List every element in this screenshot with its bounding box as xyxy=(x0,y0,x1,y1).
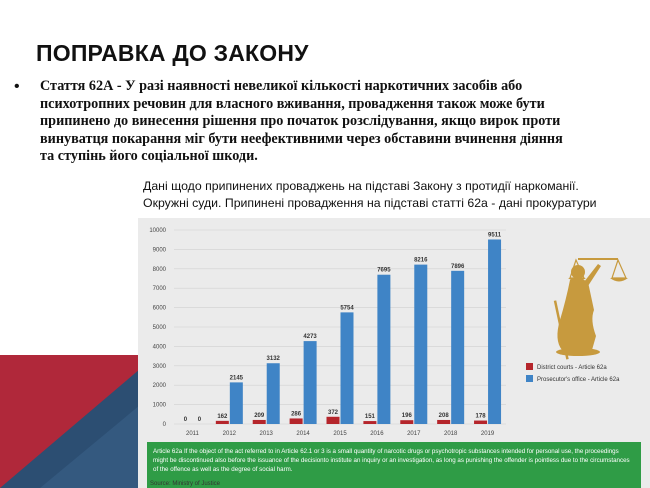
x-tick-label: 2017 xyxy=(407,431,421,437)
justice-scale-right-pan xyxy=(610,278,628,282)
bars-layer xyxy=(215,239,502,424)
legend-label: District courts - Article 62a xyxy=(537,365,607,371)
bar-chart: 0 1000 2000 3000 4000 5000 6000 7000 8000 9000 100… xyxy=(149,228,628,437)
data-label: 3132 xyxy=(267,356,281,362)
y-tick-label: 4000 xyxy=(153,344,167,350)
data-label: 372 xyxy=(328,410,339,416)
bar-district-courts xyxy=(400,420,414,424)
bullet-dot: • xyxy=(14,78,20,95)
data-label: 8216 xyxy=(414,258,428,264)
y-tick-label: 2000 xyxy=(153,383,167,389)
x-tick-label: 2011 xyxy=(186,431,200,437)
bar-prosecutors-office xyxy=(266,363,280,424)
data-label: 7896 xyxy=(451,264,465,270)
data-label: 178 xyxy=(476,414,487,420)
caption-line-2: Окружні суди. Припинені провадження на п… xyxy=(143,196,597,210)
blue-stripe-shape-2 xyxy=(40,405,140,488)
x-tick-label: 2015 xyxy=(333,431,347,437)
data-label: 0 xyxy=(198,417,202,423)
justice-body xyxy=(557,278,596,350)
data-label: 4273 xyxy=(303,334,317,340)
bar-district-courts xyxy=(252,419,266,424)
justice-head xyxy=(571,265,585,279)
bar-prosecutors-office xyxy=(340,312,354,424)
data-label: 9511 xyxy=(488,232,502,238)
caption-line-1: Дані щодо припинених проваджень на підст… xyxy=(143,179,579,193)
data-label: 2145 xyxy=(230,375,244,381)
x-tick-label: 2018 xyxy=(444,431,458,437)
x-tick-label: 2019 xyxy=(481,431,495,437)
justice-sword xyxy=(553,300,569,360)
bar-prosecutors-office xyxy=(414,264,428,424)
justice-arm xyxy=(584,264,601,286)
x-tick-label: 2014 xyxy=(296,431,310,437)
bar-prosecutors-office xyxy=(488,239,502,424)
x-tick-label: 2013 xyxy=(260,431,274,437)
justice-statue-icon xyxy=(553,258,628,360)
justice-base xyxy=(556,348,600,356)
article-note: Article 62a If the object of the act ref… xyxy=(147,442,641,488)
y-tick-label: 5000 xyxy=(153,325,167,331)
bullet-text: Стаття 62А - У разі наявності невеликої … xyxy=(40,78,563,165)
slide-title: ПОПРАВКА ДО ЗАКОНУ xyxy=(36,40,309,66)
legend-swatch xyxy=(526,375,533,382)
data-label: 5754 xyxy=(340,305,354,311)
bar-district-courts xyxy=(289,418,303,424)
bar-district-courts xyxy=(215,420,229,424)
data-label: 209 xyxy=(254,413,265,419)
legend-layer: District courts - Article 62a Prosecutor'… xyxy=(526,363,620,383)
data-label: 286 xyxy=(291,411,302,417)
x-tick-label: 2012 xyxy=(223,431,237,437)
data-label: 151 xyxy=(365,414,376,420)
y-tick-label: 7000 xyxy=(153,286,167,292)
bar-district-courts xyxy=(437,419,451,424)
justice-scale-beam xyxy=(578,258,618,260)
data-label: 162 xyxy=(217,414,228,420)
bar-district-courts xyxy=(326,416,340,424)
bar-prosecutors-office xyxy=(451,270,465,424)
bar-district-courts xyxy=(363,421,377,424)
data-label: 208 xyxy=(439,413,450,419)
chart-caption: Дані щодо припинених проваджень на підст… xyxy=(143,178,623,212)
data-label: 196 xyxy=(402,413,413,419)
y-tick-label: 6000 xyxy=(153,306,167,312)
bar-district-courts xyxy=(474,420,488,424)
legend-label: Prosecutor's office - Article 62a xyxy=(537,377,620,383)
y-tick-label: 9000 xyxy=(153,247,167,253)
y-tick-label: 3000 xyxy=(153,364,167,370)
legend-swatch xyxy=(526,363,533,370)
chart-source: Source: Ministry of Justice xyxy=(150,481,221,487)
bar-prosecutors-office xyxy=(229,382,243,424)
bar-prosecutors-office xyxy=(303,341,317,424)
y-tick-label: 10000 xyxy=(149,228,166,234)
y-tick-label: 1000 xyxy=(153,403,167,409)
y-tick-label: 0 xyxy=(163,422,167,428)
data-label: 7695 xyxy=(377,268,391,274)
justice-scale-right xyxy=(611,258,627,279)
data-label: 0 xyxy=(184,417,188,423)
bar-prosecutors-office xyxy=(377,274,391,424)
grid-layer: 0 1000 2000 3000 4000 5000 6000 7000 8000 9000 100… xyxy=(149,228,506,428)
y-tick-label: 8000 xyxy=(153,267,167,273)
corner-decoration xyxy=(0,355,140,488)
labels-layer: 0 0 2011 162 2145 2012 209 3132 2013 286 4273 2014 3… xyxy=(184,232,502,437)
x-tick-label: 2016 xyxy=(370,431,384,437)
